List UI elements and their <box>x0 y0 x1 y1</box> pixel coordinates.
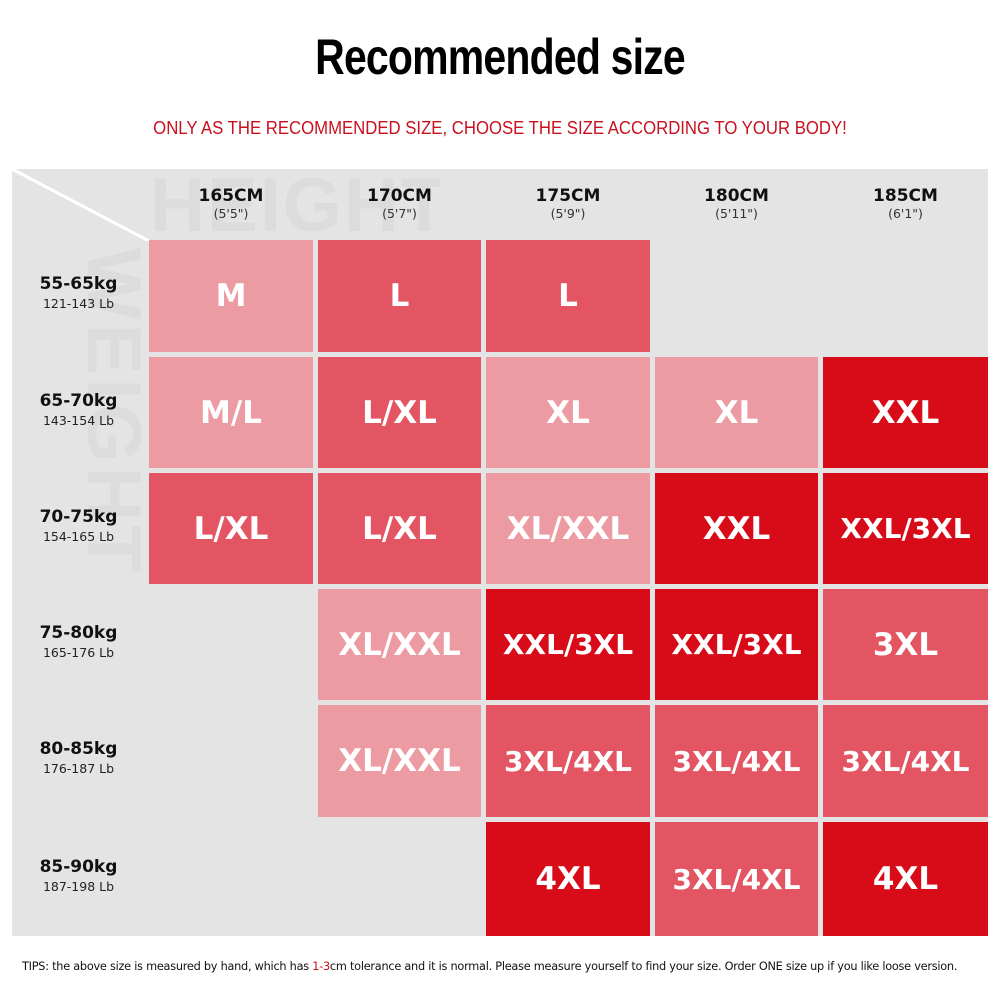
page-title: Recommended size <box>315 29 685 85</box>
size-label: XXL <box>702 510 771 547</box>
size-cell: M/L <box>149 357 313 468</box>
size-cell: M <box>149 240 313 352</box>
size-cell: 3XL/4XL <box>823 705 988 817</box>
weight-kg-label: 80-85kg <box>39 739 118 759</box>
weight-lb-label: 154-165 Lb <box>42 528 115 544</box>
empty-size-cell <box>149 822 313 936</box>
empty-size-cell <box>149 589 313 700</box>
size-cell: XXL/3XL <box>655 589 818 700</box>
weight-lb-label: 176-187 Lb <box>42 761 115 776</box>
size-cell: XL/XXL <box>318 589 481 700</box>
weight-lb-label: 143-154 Lb <box>42 412 115 428</box>
height-column-header: 185CM (6'1") <box>823 186 988 222</box>
height-cm-label: 165CM <box>198 186 264 206</box>
size-label: L/XL <box>362 394 437 431</box>
size-label: 3XL/4XL <box>503 744 633 778</box>
size-label: XL <box>714 394 759 431</box>
height-ft-label: (5'9") <box>550 206 586 221</box>
weight-row-header: 55-65kg 121-143 Lb <box>12 273 145 313</box>
size-label: 4XL <box>872 861 939 897</box>
weight-lb-label: 165-176 Lb <box>42 644 115 660</box>
diagonal-divider <box>12 169 149 241</box>
size-cell: 3XL/4XL <box>655 705 818 817</box>
weight-row-header: 70-75kg 154-165 Lb <box>12 506 145 546</box>
size-cell: XXL <box>823 357 988 468</box>
weight-row-header: 75-80kg 165-176 Lb <box>12 622 145 662</box>
size-label: L/XL <box>362 510 437 547</box>
weight-lb-label: 121-143 Lb <box>42 296 115 311</box>
weight-kg-label: 65-70kg <box>39 390 118 411</box>
size-label: M <box>215 278 247 314</box>
tips-tolerance: 1-3 <box>312 960 330 973</box>
weight-kg-label: 75-80kg <box>39 622 118 643</box>
height-watermark: HEIGHT <box>150 168 440 238</box>
empty-size-cell <box>149 705 313 817</box>
size-cell: 4XL <box>823 822 988 936</box>
size-label: XL/XXL <box>338 626 461 663</box>
tips-text-end: cm tolerance and it is normal. Please me… <box>329 960 958 973</box>
size-cell: 3XL/4XL <box>655 822 818 936</box>
height-column-header: 170CM (5'7") <box>318 186 481 222</box>
height-ft-label: (5'11") <box>715 206 758 221</box>
height-column-header: 180CM (5'11") <box>655 186 818 222</box>
size-label: 3XL/4XL <box>672 862 801 896</box>
size-cell: XL/XXL <box>486 473 650 584</box>
weight-row-header: 85-90kg 187-198 Lb <box>12 856 145 896</box>
size-label: XXL <box>871 394 940 431</box>
size-label: 3XL/4XL <box>841 744 970 778</box>
height-cm-label: 170CM <box>367 186 432 206</box>
size-label: XL/XXL <box>338 743 461 779</box>
height-ft-label: (5'5") <box>213 206 249 221</box>
page-subtitle: ONLY AS THE RECOMMENDED SIZE, CHOOSE THE… <box>153 118 847 138</box>
size-cell: 4XL <box>486 822 650 936</box>
size-label: XL/XXL <box>506 510 630 547</box>
size-cell: XL <box>655 357 818 468</box>
size-label: XXL/3XL <box>840 512 971 545</box>
size-cell: XXL/3XL <box>486 589 650 700</box>
size-label: 4XL <box>535 861 601 897</box>
size-cell: L/XL <box>318 473 481 584</box>
size-label: L <box>389 278 410 314</box>
size-cell: L/XL <box>149 473 313 584</box>
size-cell: L <box>486 240 650 352</box>
size-label: XL <box>546 394 590 431</box>
size-cell: XL/XXL <box>318 705 481 817</box>
size-cell: L <box>318 240 481 352</box>
weight-kg-label: 70-75kg <box>39 506 118 527</box>
size-cell: XXL/3XL <box>823 473 988 584</box>
empty-size-cell <box>318 822 481 936</box>
weight-row-header: 65-70kg 143-154 Lb <box>12 390 145 430</box>
height-column-header: 165CM (5'5") <box>149 186 313 222</box>
size-label: XXL/3XL <box>502 628 634 661</box>
height-cm-label: 180CM <box>704 186 769 206</box>
size-cell: XL <box>486 357 650 468</box>
weight-kg-label: 55-65kg <box>39 274 118 294</box>
size-label: XXL/3XL <box>671 628 802 661</box>
height-column-header: 175CM (5'9") <box>486 186 650 222</box>
weight-lb-label: 187-198 Lb <box>42 879 115 894</box>
empty-size-cell <box>823 240 988 352</box>
size-cell: L/XL <box>318 357 481 468</box>
weight-row-header: 80-85kg 176-187 Lb <box>12 738 145 778</box>
tips-note: TIPS: the above size is measured by hand… <box>22 960 992 973</box>
height-ft-label: (5'7") <box>382 206 417 221</box>
size-label: L/XL <box>193 510 269 547</box>
empty-size-cell <box>655 240 818 352</box>
size-label: M/L <box>200 394 262 431</box>
size-cell: XXL <box>655 473 818 584</box>
height-ft-label: (6'1") <box>888 206 923 221</box>
size-label: 3XL <box>872 626 939 663</box>
weight-kg-label: 85-90kg <box>39 857 118 877</box>
size-cell: 3XL/4XL <box>486 705 650 817</box>
height-cm-label: 185CM <box>873 186 938 206</box>
size-label: 3XL/4XL <box>672 744 801 778</box>
size-label: L <box>558 278 578 314</box>
tips-text: TIPS: the above size is measured by hand… <box>22 960 313 973</box>
height-cm-label: 175CM <box>535 186 601 206</box>
size-cell: 3XL <box>823 589 988 700</box>
